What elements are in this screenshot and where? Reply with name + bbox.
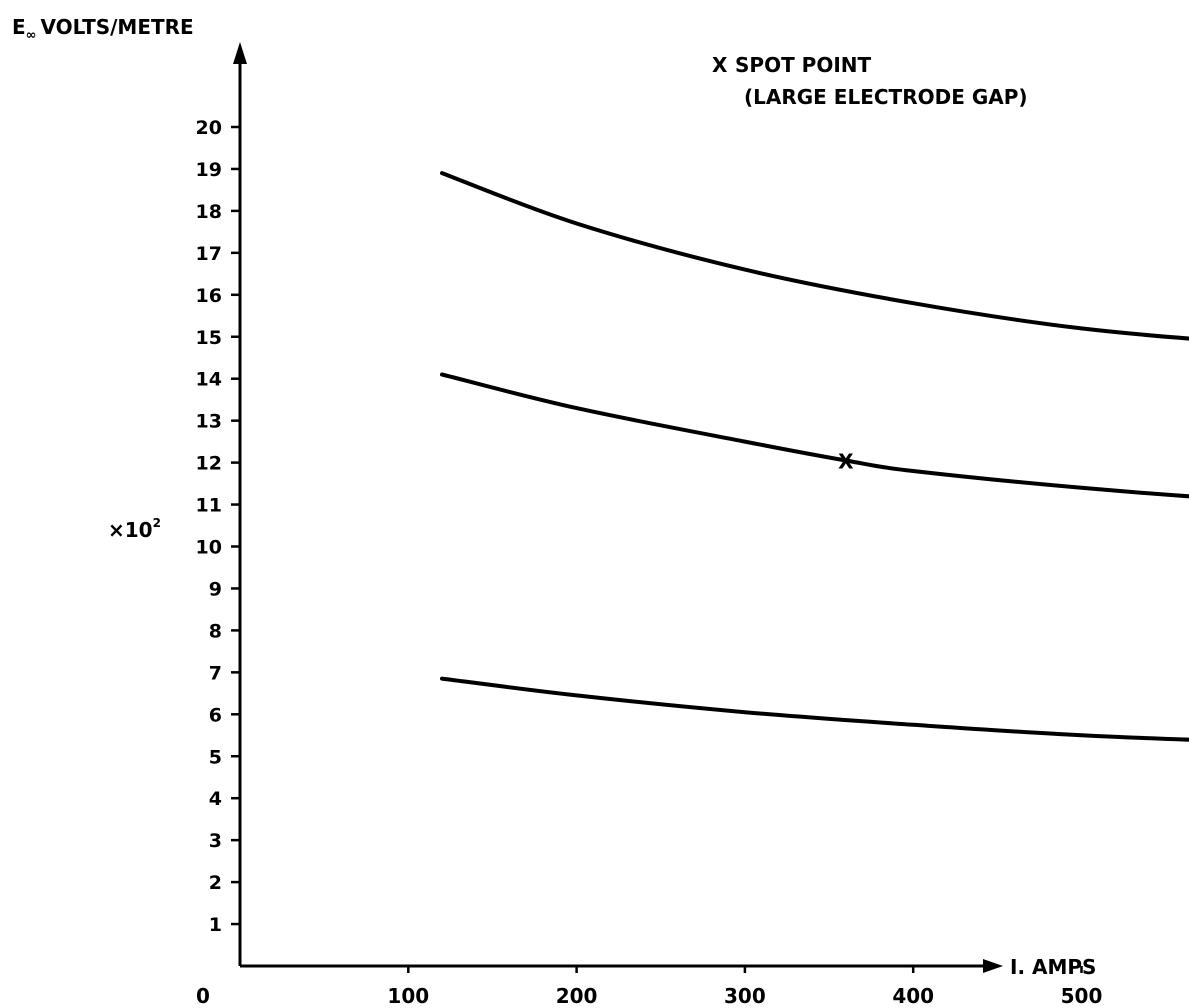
y-tick-label: 15 (196, 327, 222, 349)
y-axis-multiplier: ×102 (108, 516, 161, 542)
x-axis-label: I. AMPS (1010, 955, 1096, 979)
series-line (440, 171, 1189, 341)
x-tick-label: 500 (1061, 984, 1103, 1008)
spot-point-marker: X (838, 450, 854, 474)
y-tick-label: 18 (196, 201, 222, 223)
axes-group (233, 42, 1003, 973)
y-tick-label: 5 (209, 746, 222, 768)
y-tick-label: 1 (209, 914, 222, 936)
y-tick-label: 9 (209, 578, 222, 600)
y-tick-label: 2 (209, 872, 222, 894)
y-tick-label: 20 (196, 117, 222, 139)
x-tick-label: 400 (892, 984, 934, 1008)
y-tick-label: 6 (209, 704, 222, 726)
y-tick-label: 11 (196, 495, 222, 517)
y-tick-label: 4 (209, 788, 222, 810)
legend-line-2: (LARGE ELECTRODE GAP) (744, 85, 1028, 109)
x-tick-label: 100 (387, 984, 429, 1008)
y-axis-arrow-icon (233, 42, 247, 64)
legend-line-1: SPOT POINT (735, 53, 872, 77)
y-tick-label: 3 (209, 830, 222, 852)
y-tick-label: 19 (196, 159, 222, 181)
x-axis-arrow-icon (983, 959, 1003, 973)
x-tick-label: 200 (556, 984, 598, 1008)
series-line (440, 676, 1189, 742)
y-tick-label: 13 (196, 411, 222, 433)
legend-marker: X (712, 53, 728, 77)
series-line (440, 372, 1189, 499)
y-axis-label: E∞ VOLTS/METRE (12, 15, 194, 43)
y-tick-label: 12 (196, 453, 222, 475)
x-tick-label: 300 (724, 984, 766, 1008)
legend: X SPOT POINT (LARGE ELECTRODE GAP) (712, 53, 1028, 109)
y-tick-label: 10 (196, 537, 222, 559)
y-tick-label: 8 (209, 620, 222, 642)
y-tick-label: 16 (196, 285, 222, 307)
y-tick-label: 7 (209, 662, 222, 684)
x-tick-label: 0 (196, 984, 210, 1008)
x-ticks: 0100200300400500600700800 (196, 966, 1103, 1008)
spot-points: X (838, 450, 854, 474)
y-tick-label: 17 (196, 243, 222, 265)
series-lines (440, 171, 1189, 742)
y-tick-label: 14 (196, 369, 222, 391)
